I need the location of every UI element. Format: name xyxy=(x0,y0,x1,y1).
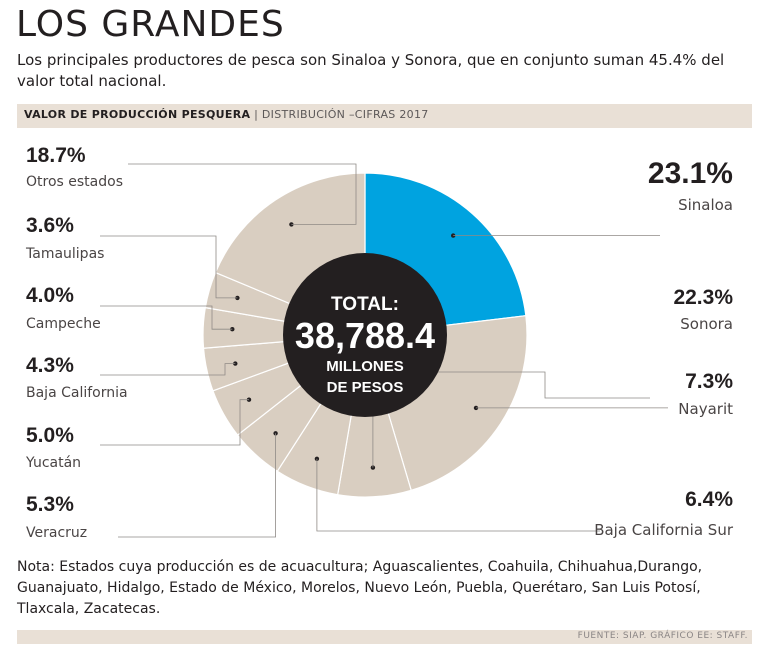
center-unit-line1: MILLONES xyxy=(326,358,404,375)
name-label-otros-estados: Otros estados xyxy=(26,174,123,190)
percent-label-sonora: 22.3% xyxy=(673,286,733,309)
percent-label-veracruz: 5.3% xyxy=(26,493,74,516)
percent-label-otros-estados: 18.7% xyxy=(26,144,86,167)
band-separator: | xyxy=(254,108,259,121)
name-label-nayarit: Nayarit xyxy=(678,400,733,418)
leader-line-campeche xyxy=(100,305,233,330)
labels-group: 23.1% Sinaloa 22.3% Sonora 7.3% Nayarit 6.4% Ba… xyxy=(25,144,734,541)
center-unit-line2: DE PESOS xyxy=(327,379,404,396)
leader-line-baja-california-sur xyxy=(316,458,600,532)
percent-label-baja-california: 4.3% xyxy=(26,354,74,377)
chart-subtitle: Los principales productores de pesca son… xyxy=(17,51,725,90)
name-label-tamaulipas: Tamaulipas xyxy=(25,246,104,262)
name-label-campeche: Campeche xyxy=(26,316,101,332)
band-label: VALOR DE PRODUCCIÓN PESQUERA xyxy=(24,108,251,121)
chart-title: LOS GRANDES xyxy=(16,4,285,45)
center-total-label: TOTAL: xyxy=(331,294,399,315)
leader-line-yucatan xyxy=(100,399,249,446)
name-label-baja-california-sur: Baja California Sur xyxy=(594,521,734,539)
percent-label-tamaulipas: 3.6% xyxy=(26,214,74,237)
percent-label-sinaloa: 23.1% xyxy=(648,157,733,190)
leader-line-otros-estados xyxy=(128,163,357,225)
name-label-yucatan: Yucatán xyxy=(25,455,81,471)
section-band: VALOR DE PRODUCCIÓN PESQUERA | DISTRIBUC… xyxy=(17,104,752,128)
name-label-baja-california: Baja California xyxy=(26,385,128,401)
footer-bar: FUENTE: SIAP. GRÁFICO EE: STAFF. xyxy=(17,630,752,644)
leader-line-baja-california xyxy=(100,363,236,376)
leader-line-tamaulipas xyxy=(100,235,238,299)
footnote: Nota: Estados cuya producción es de acua… xyxy=(17,559,703,617)
leader-lines-group xyxy=(100,163,668,538)
name-label-sinaloa: Sinaloa xyxy=(678,196,733,214)
name-label-veracruz: Veracruz xyxy=(26,525,87,541)
percent-label-yucatan: 5.0% xyxy=(26,424,74,447)
source-credit: FUENTE: SIAP. GRÁFICO EE: STAFF. xyxy=(577,631,748,641)
leader-line-veracruz xyxy=(118,433,277,538)
name-label-sonora: Sonora xyxy=(680,315,733,333)
percent-label-baja-california-sur: 6.4% xyxy=(685,488,733,511)
anchor-dot-otros-estados xyxy=(289,222,294,227)
band-sublabel: DISTRIBUCIÓN –CIFRAS 2017 xyxy=(261,108,429,121)
center-disc xyxy=(283,253,447,417)
percent-label-campeche: 4.0% xyxy=(26,284,74,307)
band-text: VALOR DE PRODUCCIÓN PESQUERA | DISTRIBUC… xyxy=(24,108,429,121)
center-total-value: 38,788.4 xyxy=(295,315,435,356)
percent-label-nayarit: 7.3% xyxy=(685,370,733,393)
